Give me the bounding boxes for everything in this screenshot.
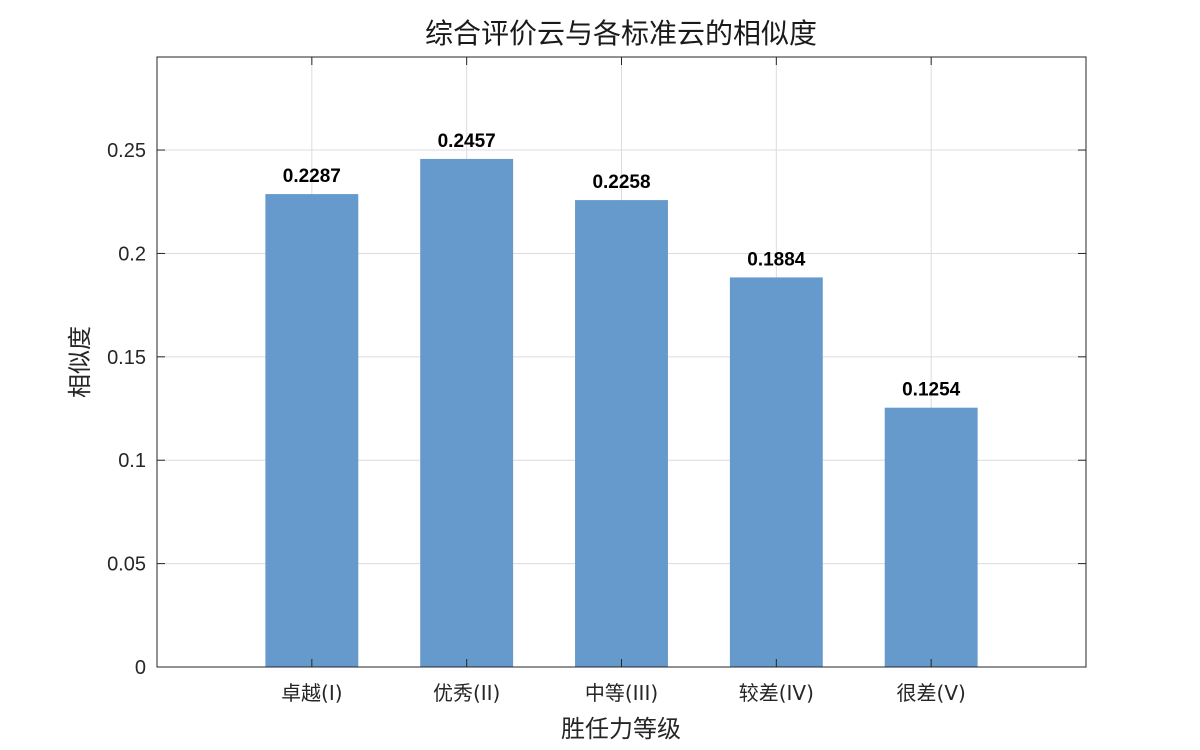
x-tick-label: 很差(V) bbox=[897, 681, 966, 705]
bar bbox=[265, 194, 358, 667]
y-tick-label: 0.15 bbox=[107, 347, 146, 369]
bar bbox=[575, 200, 668, 667]
x-tick-label: 较差(IV) bbox=[739, 681, 814, 705]
bar-value-label: 0.1254 bbox=[902, 380, 961, 401]
bar bbox=[885, 408, 978, 667]
bar-value-label: 0.2457 bbox=[438, 131, 496, 152]
x-axis-label: 胜任力等级 bbox=[561, 715, 681, 743]
y-tick-label: 0.05 bbox=[107, 554, 146, 576]
bars bbox=[265, 159, 977, 667]
x-tick-label: 卓越(I) bbox=[281, 681, 343, 705]
y-tick-label: 0.2 bbox=[118, 243, 146, 265]
x-tick-label: 中等(III) bbox=[585, 681, 658, 705]
x-tick-label: 优秀(II) bbox=[433, 681, 500, 705]
chart-title: 综合评价云与各标准云的相似度 bbox=[425, 17, 817, 50]
bar bbox=[730, 277, 823, 667]
bar bbox=[420, 159, 513, 667]
y-tick-label: 0 bbox=[135, 657, 146, 679]
bar-value-label: 0.2287 bbox=[283, 166, 341, 187]
y-tick-label: 0.25 bbox=[107, 140, 146, 162]
bar-value-label: 0.2258 bbox=[592, 172, 650, 193]
y-axis-label: 相似度 bbox=[66, 326, 94, 398]
y-tick-label: 0.1 bbox=[118, 450, 146, 472]
bar-value-label: 0.1884 bbox=[747, 249, 806, 270]
